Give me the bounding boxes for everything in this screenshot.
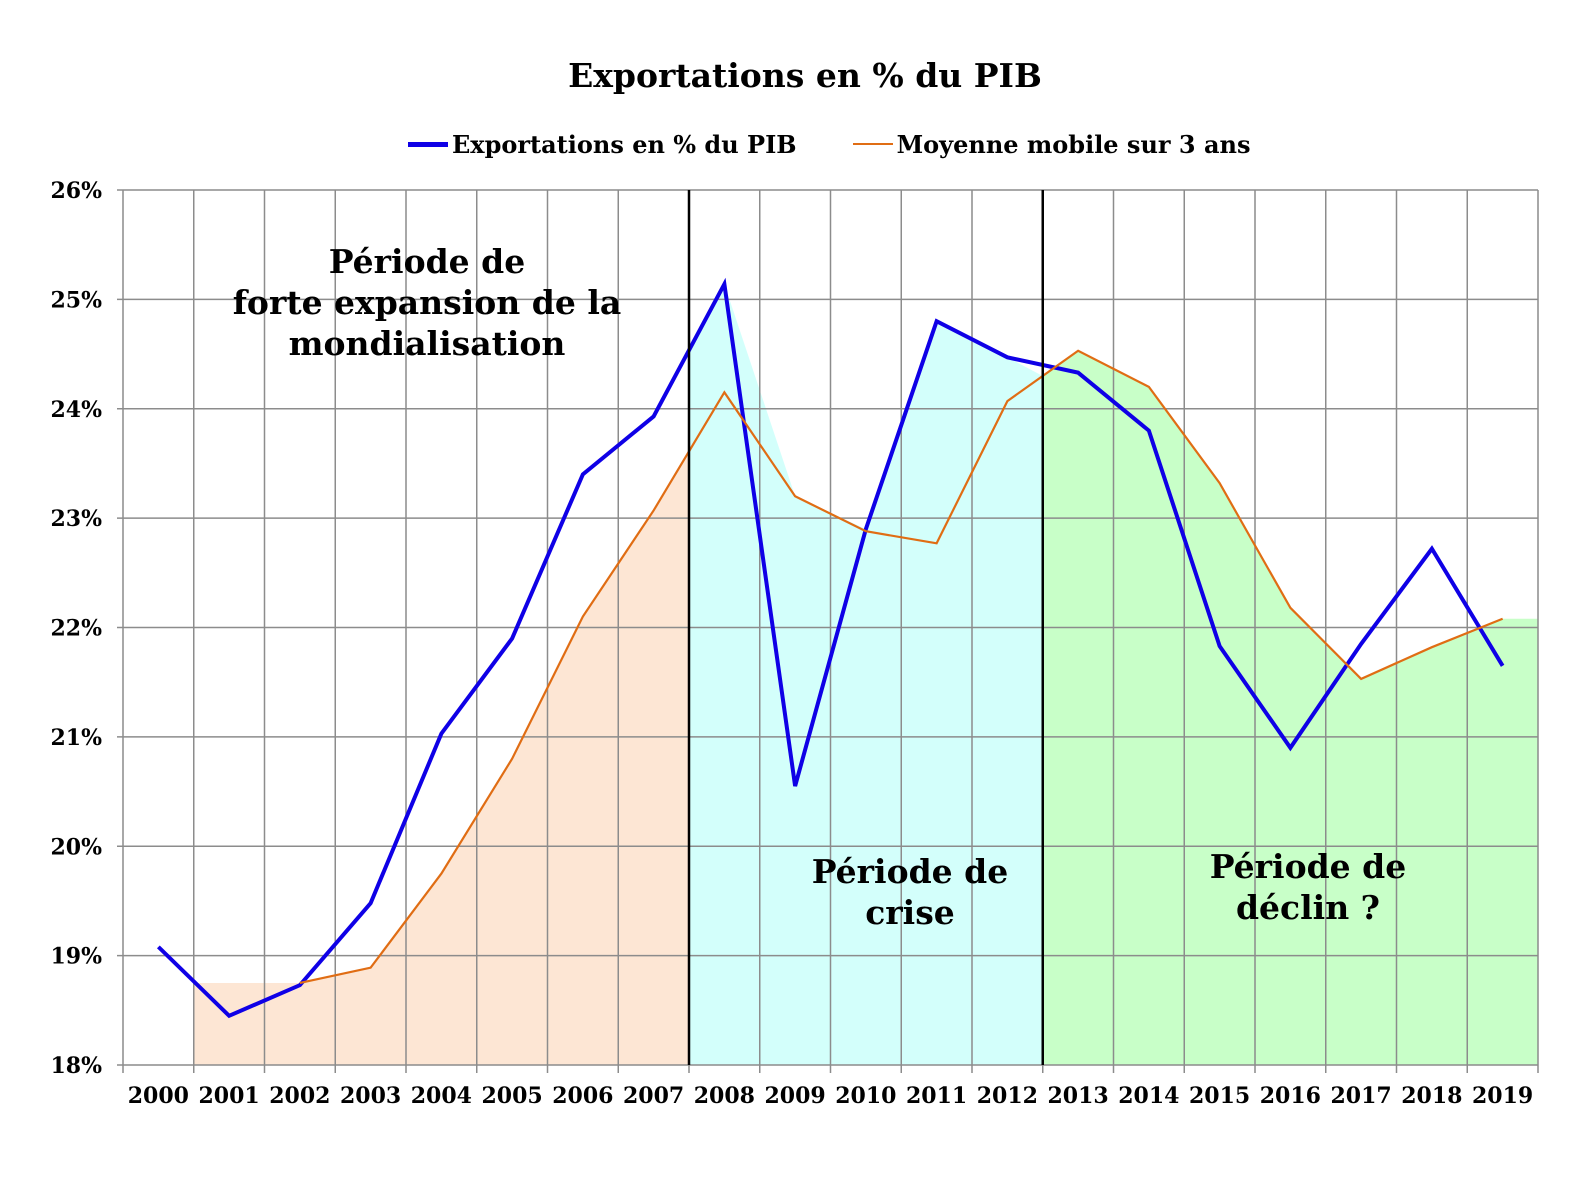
x-tick-label: 2019 [1472,1083,1533,1109]
shaded-regions [193,284,1538,1065]
y-tick-label: 18% [50,1053,102,1079]
x-axis-labels: 2000 2001 2002 2003 2004 2005 2006 2007 2008 2009… [128,1083,1533,1109]
x-tick-label: 2002 [269,1083,330,1109]
x-tick-label: 2004 [411,1083,472,1109]
x-tick-label: 2000 [128,1083,189,1109]
x-tick-label: 2014 [1118,1083,1179,1109]
y-tick-label: 25% [50,287,102,313]
x-tick-label: 2010 [835,1083,896,1109]
x-tick-label: 2006 [552,1083,613,1109]
x-tick-label: 2005 [482,1083,543,1109]
annotation-line: mondialisation [289,324,566,363]
x-tick-label: 2001 [199,1083,260,1109]
annotation-expansion: Période de forte expansion de la mondialis… [233,242,622,363]
annotation-crisis: Période de crise [812,852,1009,932]
y-tick-label: 20% [50,834,102,860]
annotation-line: déclin ? [1236,888,1380,927]
legend-swatch-orange [852,143,893,145]
y-tick-label: 22% [50,616,102,642]
series-line-moving-average [299,349,1504,985]
x-tick-label: 2012 [977,1083,1038,1109]
period-annotations: Période de forte expansion de la mondialis… [233,242,1407,932]
region-expansion [193,451,689,1065]
legend-item-exports: Exportations en % du PIB [408,130,797,159]
y-tick-label: 24% [50,397,102,423]
legend-label-exports: Exportations en % du PIB [452,129,797,159]
x-tick-label: 2016 [1260,1083,1321,1109]
series-line-exports [156,277,1505,1019]
x-tick-label: 2003 [340,1083,401,1109]
legend-label-moving-average: Moyenne mobile sur 3 ans [896,129,1251,159]
annotation-line: Période de [1210,847,1407,886]
annotation-line: Période de [329,242,526,281]
y-axis-labels: 18% 19% 20% 21% 22% 23% 24% 25% 26% [50,178,102,1079]
legend-swatch-blue [408,141,448,147]
legend: Exportations en % du PIB Moyenne mobile … [408,126,1306,162]
x-tick-label: 2007 [623,1083,684,1109]
chart-title: Exportations en % du PIB [568,56,1042,95]
x-tick-label: 2011 [906,1083,967,1109]
y-tick-label: 21% [50,725,102,751]
grid-lines [117,189,1539,1073]
x-tick-label: 2009 [765,1083,826,1109]
annotation-line: forte expansion de la [233,283,622,322]
x-tick-label: 2017 [1331,1083,1392,1109]
x-tick-label: 2013 [1048,1083,1109,1109]
period-dividers [687,190,1044,1065]
y-tick-label: 23% [50,506,102,532]
region-crisis [689,284,1043,1065]
region-decline [1042,350,1538,1065]
annotation-line: crise [865,893,955,932]
legend-item-moving-average: Moyenne mobile sur 3 ans [852,129,1251,159]
x-tick-label: 2018 [1401,1083,1462,1109]
y-tick-label: 19% [50,944,102,970]
x-tick-label: 2015 [1189,1083,1250,1109]
annotation-decline: Période de déclin ? [1210,847,1407,927]
annotation-line: Période de [812,852,1009,891]
y-tick-label: 26% [50,178,102,204]
x-tick-label: 2008 [694,1083,755,1109]
series-lines [156,277,1505,1019]
